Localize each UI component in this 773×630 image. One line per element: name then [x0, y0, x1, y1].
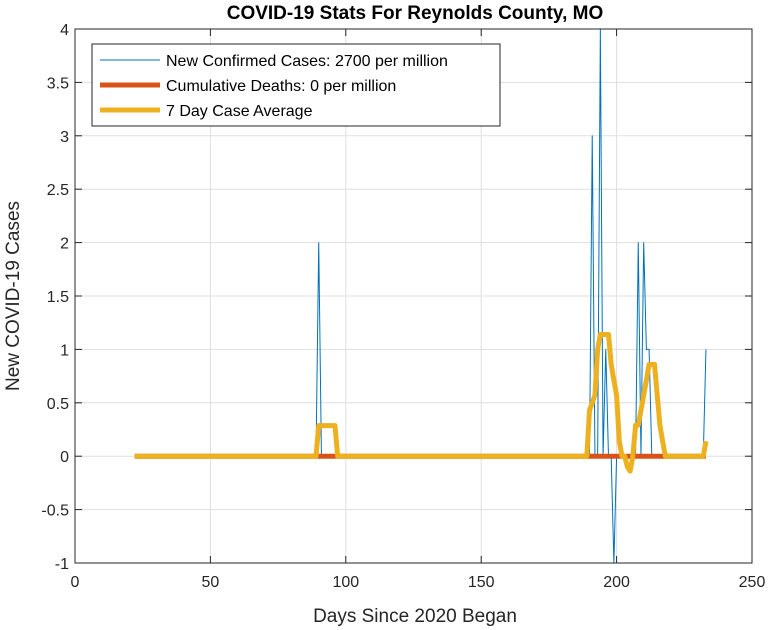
y-tick-label-6: 2	[60, 236, 69, 253]
x-tick-label-2: 100	[332, 574, 359, 591]
y-tick-label-5: 1.5	[47, 289, 69, 306]
legend-label-average: 7 Day Case Average	[166, 103, 313, 120]
legend-label-deaths: Cumulative Deaths: 0 per million	[166, 78, 396, 95]
x-axis-label: Days Since 2020 Began	[313, 606, 517, 627]
x-tick-label-4: 200	[603, 574, 630, 591]
x-tick-label-0: 0	[71, 574, 80, 591]
legend-label-new-cases: New Confirmed Cases: 2700 per million	[166, 53, 448, 70]
x-tick-label-3: 150	[468, 574, 495, 591]
y-axis-label: New COVID-19 Cases	[3, 201, 24, 391]
y-tick-label-1: -0.5	[41, 503, 69, 520]
x-tick-label-1: 50	[202, 574, 220, 591]
y-tick-label-8: 3	[60, 129, 69, 146]
x-tick-label-5: 250	[739, 574, 766, 591]
y-tick-label-4: 1	[60, 342, 69, 359]
y-tick-label-7: 2.5	[47, 182, 69, 199]
axis-ticks: 0 50 100 150 200 250 -1 -0.5 0 0.5 1 1.5 2 2.5 3 3.5 4	[41, 22, 765, 591]
legend: New Confirmed Cases: 2700 per million Cu…	[91, 43, 501, 127]
y-tick-label-10: 4	[60, 22, 69, 39]
y-tick-label-2: 0	[60, 449, 69, 466]
y-tick-label-3: 0.5	[47, 396, 69, 413]
y-tick-label-9: 3.5	[47, 75, 69, 92]
y-tick-label-0: -1	[55, 556, 69, 573]
series-lines	[134, 28, 709, 564]
chart-title: COVID-19 Stats For Reynolds County, MO	[227, 3, 604, 24]
series-line-seven-day-average	[134, 331, 709, 474]
